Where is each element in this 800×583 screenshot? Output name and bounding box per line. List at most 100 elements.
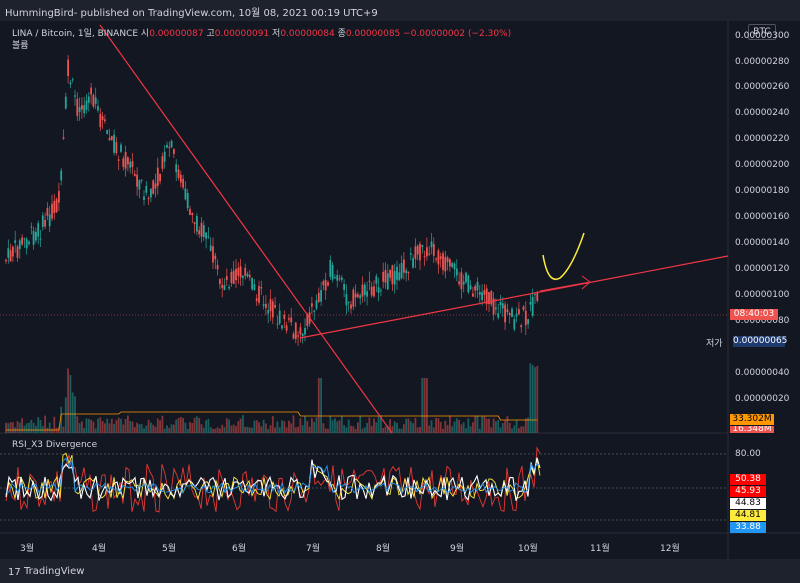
candle-body	[439, 256, 442, 260]
footer-brand[interactable]: TradingView	[24, 566, 85, 577]
volume-bar	[315, 417, 318, 433]
candle-body	[524, 310, 527, 326]
volume-bar	[200, 424, 203, 433]
candle-body	[290, 317, 293, 323]
candle-body	[230, 271, 233, 283]
volume-bar	[276, 421, 279, 433]
volume-bar	[283, 421, 286, 433]
volume-bar	[331, 420, 334, 433]
candle-body	[76, 98, 79, 116]
volume-tag: 16.348M	[730, 426, 774, 433]
candle-body	[136, 174, 138, 187]
candle-body	[21, 237, 23, 245]
volume-bar	[460, 424, 463, 433]
candle-body	[145, 185, 148, 193]
candle-body	[258, 285, 260, 303]
low-tag-label: 저가	[706, 339, 723, 349]
volume-bar	[370, 425, 373, 433]
volume-bar	[267, 428, 270, 433]
candle-body	[499, 301, 502, 306]
volume-label[interactable]: 볼륨	[12, 41, 29, 51]
candle-body	[306, 313, 309, 326]
volume-bar	[262, 419, 265, 433]
volume-bar	[462, 422, 465, 433]
volume-bar	[322, 423, 325, 433]
volume-bar	[242, 415, 244, 433]
candle-body	[449, 259, 451, 267]
volume-bar	[308, 426, 311, 433]
candle-body	[363, 284, 366, 295]
volume-bar	[173, 424, 175, 433]
candle-body	[428, 253, 431, 255]
time-tick: 10월	[518, 544, 538, 554]
volume-bar	[414, 417, 417, 433]
volume-bar	[453, 421, 456, 433]
candle-body	[189, 208, 191, 215]
candle-body	[244, 268, 247, 276]
candle-body	[366, 291, 368, 297]
publish-info: HummingBird- published on TradingView.co…	[5, 8, 378, 19]
price-tick: 0.00000160	[735, 212, 790, 222]
candle-body	[274, 305, 276, 308]
volume-bar	[168, 427, 171, 433]
candle-body	[69, 82, 72, 85]
high-label: 고	[206, 29, 215, 39]
candle-body	[94, 97, 97, 104]
volume-bar	[467, 418, 470, 433]
candle-body	[147, 198, 150, 200]
volume-bar	[306, 420, 309, 433]
volume-bar	[182, 418, 184, 433]
volume-bar	[354, 428, 357, 433]
candle-body	[133, 173, 136, 176]
candle-body	[492, 298, 495, 315]
candle-body	[504, 304, 506, 323]
candle-body	[269, 299, 272, 312]
volume-bar	[345, 427, 348, 433]
volume-bar	[198, 417, 201, 433]
candle-body	[501, 303, 504, 309]
volume-bar	[324, 428, 327, 433]
candle-body	[179, 174, 182, 183]
volume-bar	[225, 418, 228, 433]
candle-body	[398, 272, 401, 281]
volume-bar	[488, 418, 490, 433]
volume-bar	[179, 416, 182, 433]
volume-bar	[301, 425, 304, 433]
candle-body	[99, 113, 102, 128]
currency-tag[interactable]: BTC	[748, 24, 776, 40]
volume-bar	[317, 378, 320, 433]
volume-bar	[458, 419, 460, 433]
volume-bar	[269, 425, 272, 433]
rsi-title[interactable]: RSI_X3 Divergence	[12, 440, 98, 450]
volume-bar	[520, 426, 523, 433]
candle-body	[87, 96, 90, 103]
volume-bar	[81, 421, 83, 433]
candle-body	[71, 79, 74, 81]
candle-body	[23, 238, 26, 240]
candle-body	[5, 259, 7, 262]
candle-body	[267, 310, 270, 314]
candle-body	[265, 304, 267, 308]
volume-bar	[361, 428, 364, 433]
candle-body	[522, 306, 525, 310]
candle-body	[60, 170, 63, 181]
candle-body	[260, 287, 263, 289]
volume-bar	[412, 423, 414, 433]
candle-body	[446, 257, 449, 262]
volume-bar	[260, 426, 263, 433]
symbol-info[interactable]: LINA / Bitcoin, 1일, BINANCE 시0.00000087 …	[12, 26, 511, 39]
volume-bar	[527, 417, 529, 433]
volume-bar	[219, 428, 221, 433]
volume-bar	[216, 427, 219, 433]
arrow-shaft	[539, 281, 591, 292]
volume-bar	[101, 421, 104, 433]
volume-bar	[474, 416, 477, 433]
tradingview-logo-icon[interactable]: 17	[8, 567, 21, 578]
volume-bar	[377, 416, 380, 433]
volume-bar	[202, 427, 205, 433]
volume-bar	[343, 425, 345, 433]
candle-body	[380, 290, 382, 292]
volume-bar	[189, 422, 191, 433]
volume-bars	[5, 363, 539, 433]
